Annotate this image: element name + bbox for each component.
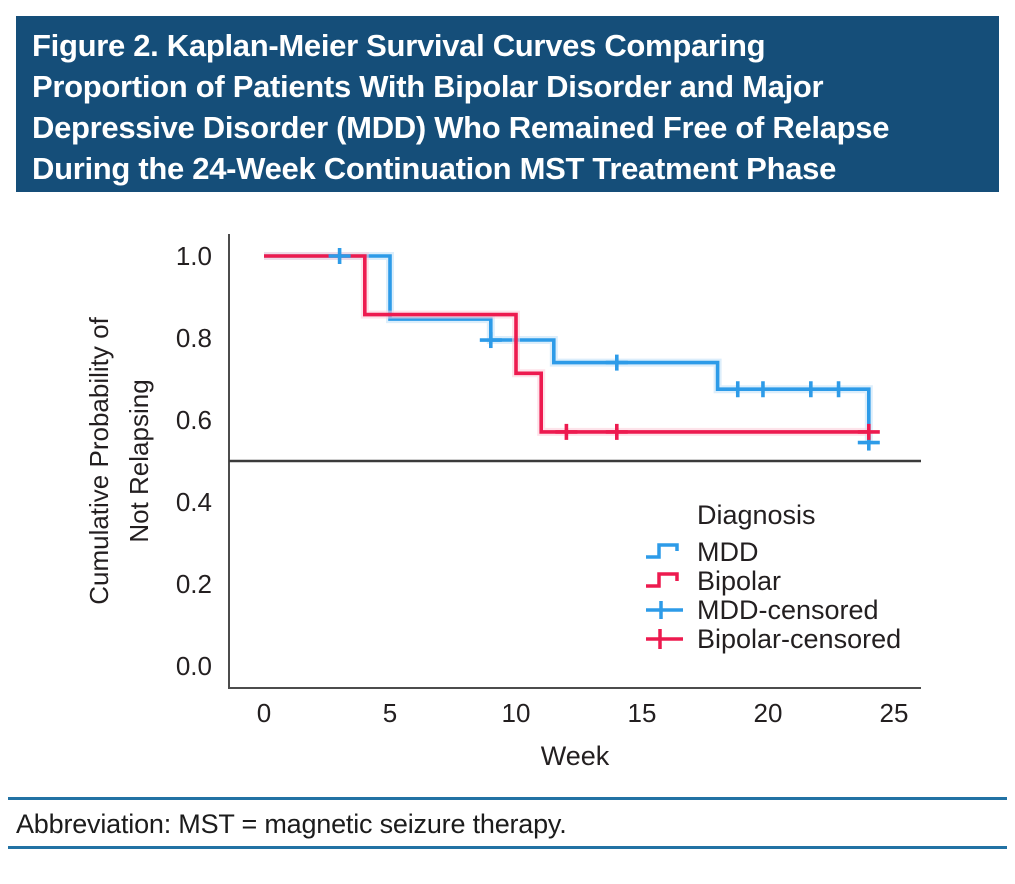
legend-label-mdd-censored: MDD-censored (697, 594, 879, 625)
legend-label-bipolar-censored: Bipolar-censored (697, 623, 902, 654)
series-bipolar-line (264, 254, 869, 434)
chart-legend: Diagnosis MDD Bipolar MDD-censored Bipol… (645, 500, 901, 654)
abbreviation-note: Abbreviation: MST = magnetic seizure the… (16, 809, 567, 839)
legend-label-mdd: MDD (697, 536, 759, 567)
series-mdd-line (264, 254, 871, 443)
y-tick-label: 0.2 (176, 569, 212, 599)
legend-label-bipolar: Bipolar (697, 565, 782, 596)
legend-title: Diagnosis (697, 499, 816, 530)
censor-marks-mdd (328, 248, 880, 451)
x-tick-label: 25 (880, 698, 909, 728)
x-tick-label: 15 (628, 698, 657, 728)
y-tick-label: 0.4 (176, 487, 212, 517)
series-mdd-halo (264, 252, 873, 443)
y-tick-label: 0.8 (176, 323, 212, 353)
x-tick-label: 20 (754, 698, 783, 728)
y-tick-label: 0.6 (176, 405, 212, 435)
kaplan-meier-chart: 0.0 0.2 0.4 0.6 0.8 1.0 0 5 10 15 20 25 Week Cumulati… (84, 234, 921, 771)
x-tick-label: 5 (383, 698, 397, 728)
footer-rule-top (8, 797, 1007, 800)
footer-rule-bottom (8, 846, 1007, 849)
figure-title-line-1: Figure 2. Kaplan-Meier Survival Curves C… (32, 28, 766, 63)
legend-item-bipolar-censored: Bipolar-censored (645, 623, 902, 654)
series-bipolar-halo (264, 252, 869, 436)
figure-title-line-4: During the 24-Week Continuation MST Trea… (32, 151, 837, 186)
x-tick-label: 10 (502, 698, 531, 728)
y-axis-title: Cumulative Probability of Not Relapsing (84, 316, 154, 604)
bipolar-step-icon (645, 570, 697, 592)
figure-title-line-3: Depressive Disorder (MDD) Who Remained F… (32, 110, 890, 145)
mdd-censored-plus-icon (645, 599, 697, 621)
censor-marks-bipolar (555, 423, 880, 440)
y-tick-label: 1.0 (176, 241, 212, 271)
legend-title-row: Diagnosis (645, 500, 901, 530)
legend-item-mdd: MDD (645, 536, 901, 567)
legend-item-bipolar: Bipolar (645, 565, 901, 596)
legend-item-mdd-censored: MDD-censored (645, 594, 901, 625)
x-tick-label: 0 (257, 698, 271, 728)
y-tick-label: 0.0 (176, 651, 212, 681)
x-axis-title: Week (541, 741, 610, 771)
figure-title-banner: Figure 2. Kaplan-Meier Survival Curves C… (16, 16, 999, 192)
mdd-step-icon (645, 541, 697, 563)
bipolar-censored-plus-icon (645, 628, 697, 650)
figure-title-line-2: Proportion of Patients With Bipolar Diso… (32, 69, 824, 104)
